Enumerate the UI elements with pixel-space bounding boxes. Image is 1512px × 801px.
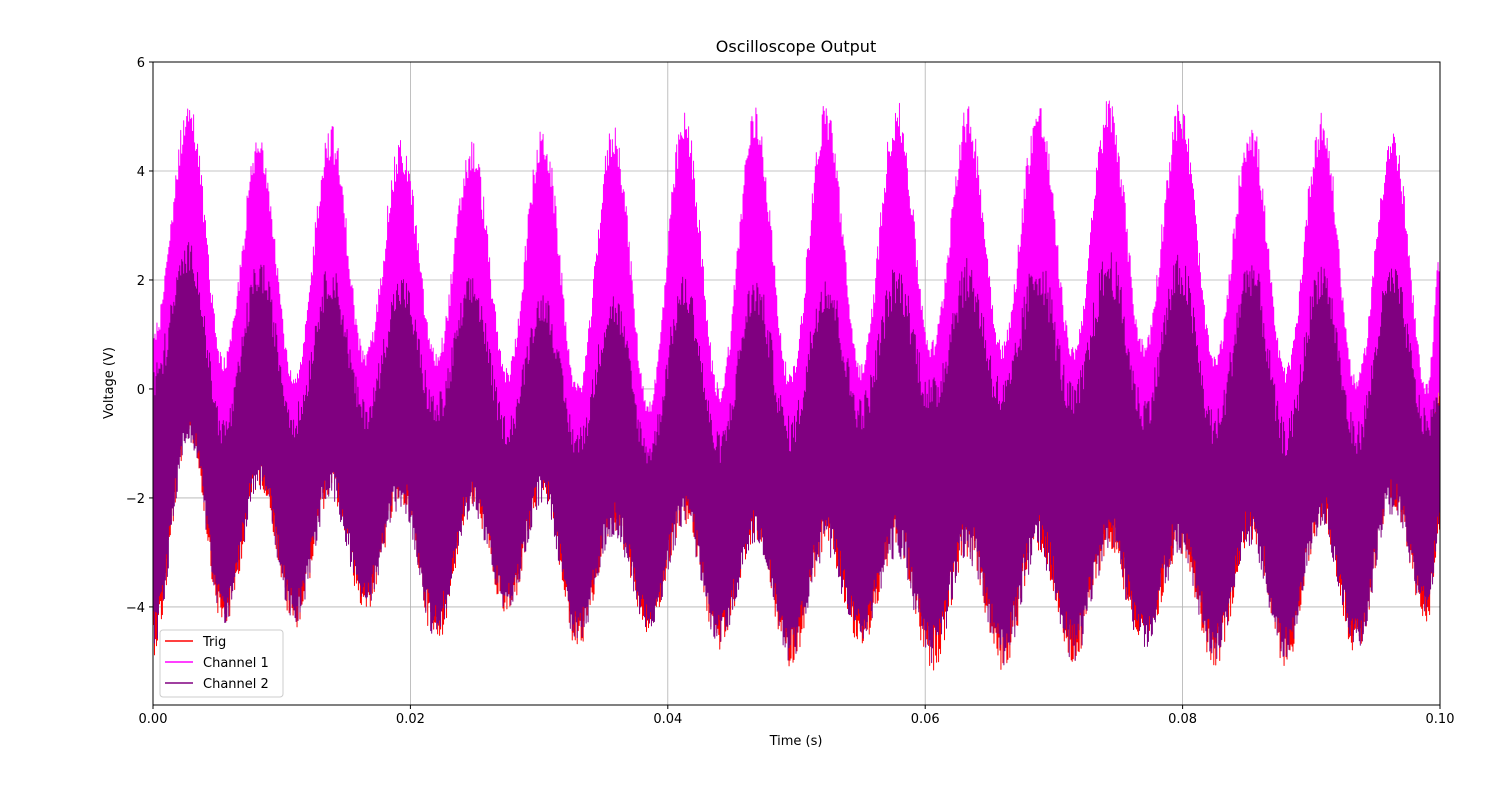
chart-title: Oscilloscope Output xyxy=(716,37,876,56)
y-tick-label: 4 xyxy=(137,165,145,180)
y-tick-label: 0 xyxy=(137,383,145,398)
x-axis-label: Time (s) xyxy=(769,734,823,749)
x-axis: 0.00 0.02 0.04 0.06 0.08 0.10 xyxy=(139,705,1455,727)
legend-label: Trig xyxy=(202,635,226,650)
plot-area xyxy=(152,100,1441,671)
legend-box xyxy=(159,629,284,698)
x-tick-label: 0.04 xyxy=(653,712,682,727)
y-axis-label: Voltage (V) xyxy=(102,347,117,419)
x-tick-label: 0.06 xyxy=(911,712,940,727)
series-channel-1 xyxy=(152,100,1441,519)
axes-frame xyxy=(152,61,1441,706)
legend-item: Trig xyxy=(165,635,226,650)
series-line xyxy=(152,100,1441,519)
y-axis: −4 −2 0 2 4 6 xyxy=(126,56,153,616)
y-tick-label: −2 xyxy=(126,492,145,507)
y-tick-label: 6 xyxy=(137,56,145,71)
legend-item: Channel 2 xyxy=(165,677,269,692)
x-tick-label: 0.08 xyxy=(1168,712,1197,727)
y-tick-label: −4 xyxy=(126,601,145,616)
x-tick-label: 0.00 xyxy=(139,712,168,727)
y-tick-label: 2 xyxy=(137,274,145,289)
legend-label: Channel 2 xyxy=(203,677,269,692)
x-tick-label: 0.02 xyxy=(396,712,425,727)
legend-item: Channel 1 xyxy=(165,656,269,671)
series-line xyxy=(152,241,1441,666)
x-tick-label: 0.10 xyxy=(1426,712,1455,727)
legend-label: Channel 1 xyxy=(203,656,269,671)
series-channel-2 xyxy=(152,241,1441,666)
legend: Trig Channel 1 Channel 2 xyxy=(159,629,284,698)
